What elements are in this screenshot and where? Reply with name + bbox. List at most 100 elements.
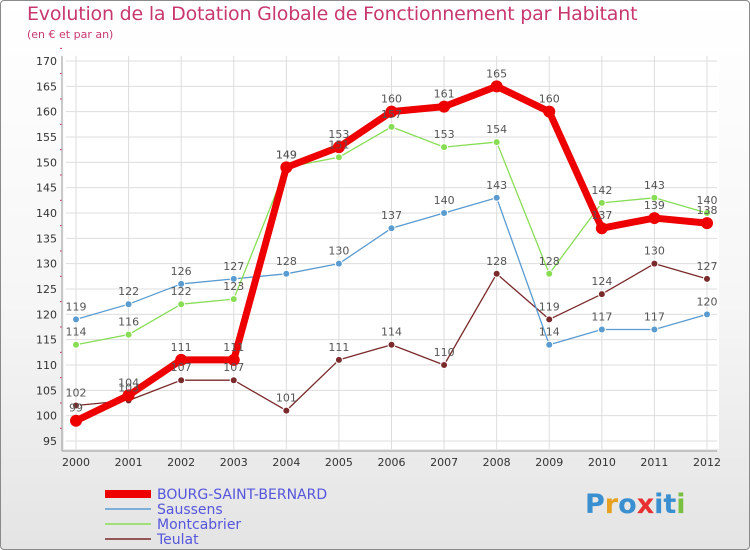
data-label-teulat: 128: [486, 255, 507, 268]
x-tick-label: 2000: [62, 456, 90, 469]
data-point-bourg-saint-bernard: [648, 212, 661, 225]
y-tick-label: 165: [36, 80, 57, 93]
data-label-montcabrier: 153: [434, 128, 455, 141]
x-tick-label: 2010: [588, 456, 616, 469]
data-label-saussens: 119: [66, 300, 87, 313]
data-label-teulat: 111: [328, 341, 349, 354]
data-point-saussens: [597, 325, 606, 334]
data-point-saussens: [229, 274, 238, 283]
data-point-saussens: [492, 193, 501, 202]
data-label-bourg-saint-bernard: 137: [591, 209, 612, 222]
data-point-saussens: [440, 209, 449, 217]
data-label-teulat: 114: [381, 326, 402, 339]
data-point-montcabrier: [72, 340, 80, 349]
data-point-saussens: [650, 325, 659, 334]
data-point-saussens: [545, 340, 554, 349]
data-label-teulat: 103: [118, 381, 139, 394]
chart-subtitle: (en € et par an): [27, 28, 114, 41]
data-point-bourg-saint-bernard: [175, 353, 188, 366]
data-label-bourg-saint-bernard: 139: [644, 199, 665, 212]
data-point-bourg-saint-bernard: [543, 105, 556, 118]
logo-letter: P: [585, 489, 605, 520]
data-point-teulat: [492, 269, 501, 278]
data-point-bourg-saint-bernard: [595, 222, 608, 235]
data-label-bourg-saint-bernard: 149: [276, 148, 297, 161]
data-point-saussens: [124, 300, 133, 309]
data-point-montcabrier: [440, 143, 449, 152]
legend-label-montcabrier: Montcabrier: [157, 517, 241, 533]
data-point-teulat: [334, 355, 343, 364]
data-point-montcabrier: [177, 300, 186, 309]
data-label-teulat: 107: [223, 361, 244, 374]
data-point-bourg-saint-bernard: [701, 217, 713, 230]
data-label-saussens: 117: [644, 311, 665, 324]
data-point-bourg-saint-bernard: [385, 105, 398, 118]
y-tick-label: 155: [36, 131, 57, 144]
y-tick-label: 150: [36, 156, 57, 169]
data-point-bourg-saint-bernard: [332, 141, 345, 154]
data-label-teulat: 127: [697, 260, 718, 273]
data-point-saussens: [334, 259, 343, 268]
logo-letter: t: [663, 489, 677, 520]
data-label-montcabrier: 142: [591, 184, 612, 197]
data-point-montcabrier: [703, 209, 711, 217]
data-label-bourg-saint-bernard: 111: [171, 341, 192, 354]
data-label-saussens: 140: [434, 194, 455, 207]
legend-label-bourg-saint-bernard: BOURG-SAINT-BERNARD: [157, 487, 327, 503]
logo-letter: i: [676, 489, 686, 520]
data-label-teulat: 130: [644, 245, 665, 258]
data-point-montcabrier: [545, 269, 554, 278]
data-point-bourg-saint-bernard: [490, 80, 503, 93]
logo-letter: x: [636, 489, 655, 520]
data-point-montcabrier: [597, 198, 606, 207]
y-tick-label: 170: [36, 55, 57, 68]
y-tick-label: 110: [36, 359, 57, 372]
data-label-saussens: 137: [381, 209, 402, 222]
data-point-montcabrier: [650, 193, 659, 202]
series-teulat: [72, 259, 711, 415]
data-point-bourg-saint-bernard: [280, 161, 293, 174]
data-point-montcabrier: [124, 330, 133, 339]
x-tick-label: 2011: [640, 456, 668, 469]
data-point-montcabrier: [229, 295, 238, 304]
data-label-saussens: 128: [276, 255, 297, 268]
data-point-teulat: [177, 376, 186, 385]
data-point-bourg-saint-bernard: [227, 353, 240, 366]
data-label-bourg-saint-bernard: 161: [434, 88, 455, 101]
data-label-bourg-saint-bernard: 160: [381, 93, 402, 106]
data-point-saussens: [387, 224, 396, 233]
x-tick-label: 2002: [167, 456, 195, 469]
x-tick-label: 2001: [115, 456, 143, 469]
x-tick-label: 2004: [272, 456, 300, 469]
data-label-teulat: 102: [66, 387, 87, 400]
x-tick-label: 2006: [378, 456, 406, 469]
data-point-saussens: [703, 310, 711, 319]
data-label-bourg-saint-bernard: 153: [328, 128, 349, 141]
data-point-bourg-saint-bernard: [70, 414, 82, 427]
data-point-teulat: [387, 340, 396, 349]
data-label-saussens: 127: [223, 260, 244, 273]
data-label-bourg-saint-bernard: 99: [69, 402, 83, 415]
series-saussens: [72, 193, 711, 349]
data-point-teulat: [597, 290, 606, 299]
data-label-montcabrier: 114: [66, 326, 87, 339]
y-tick-label: 125: [36, 283, 57, 296]
data-label-montcabrier: 128: [539, 255, 560, 268]
y-tick-label: 140: [36, 207, 57, 220]
data-label-montcabrier: 143: [644, 179, 665, 192]
data-label-montcabrier: 122: [171, 285, 192, 298]
data-label-montcabrier: 154: [486, 123, 507, 136]
data-label-montcabrier: 149: [276, 148, 297, 161]
data-point-saussens: [282, 269, 291, 278]
data-point-teulat: [650, 259, 659, 268]
data-label-bourg-saint-bernard: 111: [223, 341, 244, 354]
data-point-bourg-saint-bernard: [122, 389, 135, 402]
data-label-teulat: 124: [591, 275, 612, 288]
data-point-montcabrier: [492, 138, 501, 147]
data-label-bourg-saint-bernard: 104: [118, 376, 139, 389]
data-point-montcabrier: [334, 153, 343, 162]
data-label-saussens: 117: [591, 311, 612, 324]
x-tick-label: 2005: [325, 456, 353, 469]
data-label-saussens: 122: [118, 285, 139, 298]
